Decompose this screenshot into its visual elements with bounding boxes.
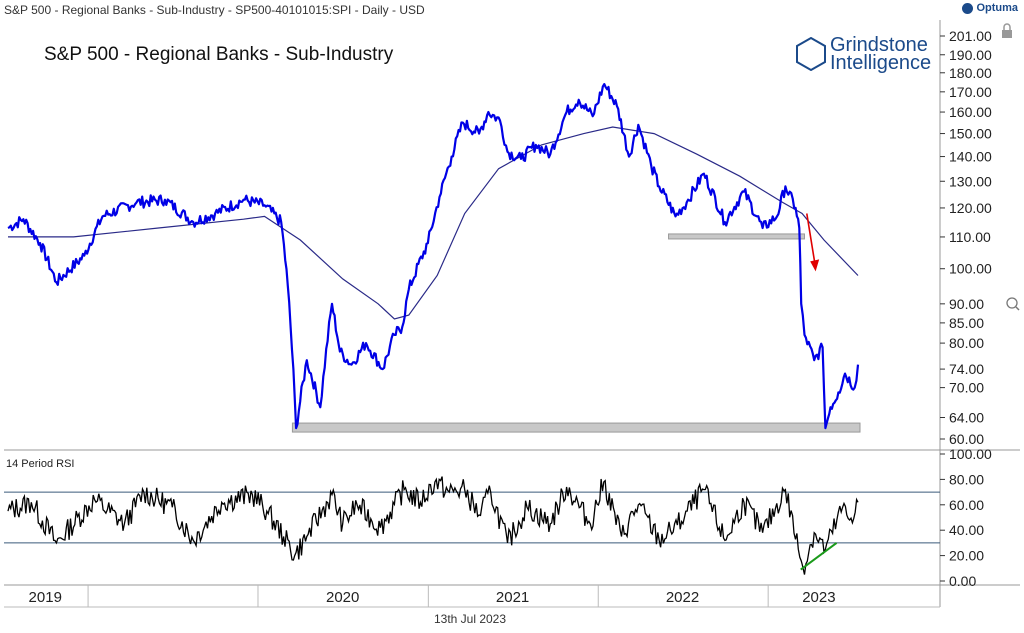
lock-icon[interactable] [1002, 23, 1012, 38]
price-tick-label: 60.00 [949, 431, 984, 447]
price-tick-label: 85.00 [949, 315, 984, 331]
x-tick-label: 2021 [496, 589, 529, 606]
rsi-panel [4, 476, 940, 575]
price-tick-label: 74.00 [949, 361, 984, 377]
logo-line-2: Intelligence [830, 52, 932, 74]
zoom-icon[interactable] [1006, 297, 1020, 311]
optuma-logo-icon [962, 2, 974, 14]
x-tick-label: 2020 [326, 589, 359, 606]
arrow-head-icon [810, 259, 820, 272]
price-tick-label: 110.00 [949, 229, 991, 245]
price-tick-label: 180.00 [949, 65, 992, 81]
divergence-line [800, 542, 838, 571]
rsi-tick-label: 40.00 [949, 522, 984, 538]
price-panel [7, 82, 861, 433]
rsi-label: 14 Period RSI [6, 458, 75, 470]
footer-date: 13th Jul 2023 [433, 612, 507, 626]
grindstone-logo: Grindstone Intelligence [796, 34, 932, 74]
rsi-tick-label: 20.00 [949, 548, 984, 564]
price-tick-label: 64.00 [949, 409, 984, 425]
support-band [291, 422, 861, 433]
price-tick-label: 150.00 [949, 126, 992, 142]
rsi-tick-label: 0.00 [949, 573, 976, 589]
price-tick-label: 201.00 [949, 28, 992, 44]
breakdown-level [668, 233, 805, 240]
price-tick-label: 120.00 [949, 200, 992, 216]
price-tick-label: 130.00 [949, 173, 992, 189]
axes: 201.00 190.00 180.00 170.00 160.00 150.00 140.… [29, 23, 1020, 607]
rsi-tick-label: 100.00 [949, 446, 992, 462]
price-tick-label: 100.00 [949, 261, 992, 277]
x-tick-label: 2019 [29, 589, 62, 606]
x-tick-label: 2023 [802, 589, 835, 606]
rsi-line [7, 476, 859, 575]
chart-header: S&P 500 - Regional Banks - Sub-Industry … [4, 3, 425, 17]
logo-line-1: Grindstone [830, 34, 928, 56]
rsi-tick-label: 60.00 [949, 497, 984, 513]
price-line [7, 82, 860, 430]
hexagon-logo-icon [796, 37, 826, 71]
price-tick-label: 190.00 [949, 47, 992, 63]
x-tick-label: 2022 [666, 589, 699, 606]
chart-title: S&P 500 - Regional Banks - Sub-Industry [44, 44, 394, 65]
moving-average-line [8, 126, 859, 320]
breakdown-arrow [806, 213, 816, 266]
price-tick-label: 80.00 [949, 335, 984, 351]
price-tick-label: 170.00 [949, 84, 992, 100]
brand: Optuma [962, 2, 1018, 14]
rsi-tick-label: 80.00 [949, 471, 984, 487]
price-tick-label: 140.00 [949, 149, 992, 165]
price-tick-label: 160.00 [949, 104, 992, 120]
brand-name: Optuma [976, 2, 1018, 14]
price-tick-label: 70.00 [949, 380, 984, 396]
price-tick-label: 90.00 [949, 296, 984, 312]
